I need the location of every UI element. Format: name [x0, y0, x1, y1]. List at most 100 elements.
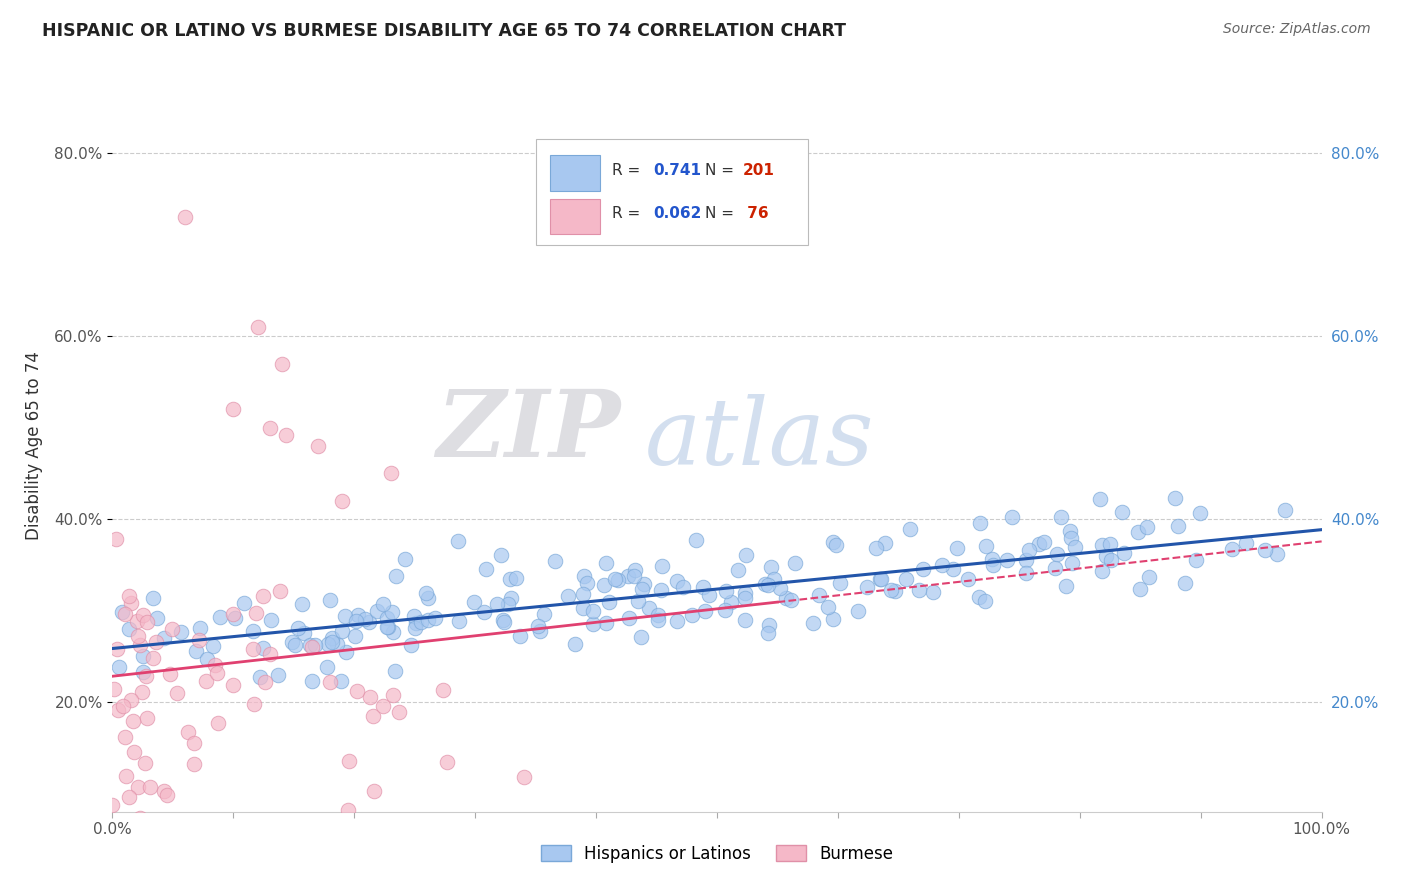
Point	[416, 613, 439, 627]
Point	[666, 614, 689, 628]
Point	[957, 572, 980, 586]
Point	[896, 572, 918, 586]
Point	[111, 699, 134, 714]
Point	[769, 581, 792, 595]
Point	[298, 639, 321, 653]
Point	[617, 611, 640, 625]
Point	[105, 532, 128, 546]
Point	[132, 607, 155, 622]
Point	[1001, 510, 1024, 524]
Point	[801, 615, 824, 630]
Point	[120, 693, 142, 707]
Point	[1137, 569, 1160, 583]
Point	[734, 591, 756, 605]
Point	[756, 577, 779, 591]
Point	[695, 604, 717, 618]
Point	[333, 608, 356, 623]
Text: 76: 76	[742, 206, 769, 221]
Point	[353, 612, 375, 626]
Point	[501, 591, 523, 606]
Point	[491, 549, 513, 563]
Point	[269, 583, 291, 598]
Point	[734, 586, 756, 600]
Point	[1014, 553, 1036, 567]
Point	[630, 630, 652, 644]
Point	[319, 675, 342, 690]
Point	[544, 553, 567, 567]
Point	[382, 688, 405, 702]
Point	[329, 674, 352, 689]
Point	[1236, 536, 1258, 550]
Point	[270, 357, 292, 371]
Point	[330, 624, 353, 638]
Point	[713, 603, 735, 617]
Point	[869, 572, 891, 586]
Point	[245, 607, 267, 621]
Point	[922, 584, 945, 599]
Point	[647, 608, 669, 623]
Text: HISPANIC OR LATINO VS BURMESE DISABILITY AGE 65 TO 74 CORRELATION CHART: HISPANIC OR LATINO VS BURMESE DISABILITY…	[42, 22, 846, 40]
Point	[375, 611, 398, 625]
Point	[107, 703, 129, 717]
Point	[142, 591, 165, 606]
Point	[727, 564, 749, 578]
Point	[103, 818, 125, 832]
Point	[138, 780, 160, 794]
Point	[284, 638, 307, 652]
Point	[1274, 503, 1296, 517]
Point	[384, 664, 406, 678]
Point	[344, 614, 367, 628]
Point	[132, 665, 155, 679]
Text: 0.062: 0.062	[652, 206, 702, 221]
Point	[605, 572, 627, 586]
Point	[825, 538, 848, 552]
Point	[758, 626, 780, 640]
Point	[880, 582, 903, 597]
Point	[907, 582, 929, 597]
Point	[775, 591, 797, 605]
Point	[633, 577, 655, 591]
FancyBboxPatch shape	[536, 139, 807, 244]
Point	[363, 784, 385, 798]
Point	[118, 790, 141, 805]
Point	[142, 651, 165, 665]
Point	[485, 597, 508, 611]
Point	[869, 572, 891, 586]
Point	[129, 638, 152, 652]
Point	[1164, 491, 1187, 506]
Point	[1060, 532, 1083, 546]
Point	[595, 615, 617, 630]
Point	[259, 648, 281, 662]
Point	[1174, 576, 1197, 591]
Point	[377, 620, 399, 634]
Point	[1254, 543, 1277, 558]
Point	[527, 619, 550, 633]
Point	[326, 637, 349, 651]
Point	[1135, 520, 1157, 534]
Point	[1050, 510, 1073, 524]
Point	[252, 641, 274, 656]
Point	[595, 557, 617, 571]
Point	[496, 597, 519, 611]
Point	[759, 560, 782, 574]
Point	[134, 756, 156, 770]
Point	[153, 631, 176, 645]
Point	[359, 690, 381, 704]
Point	[409, 615, 432, 629]
Point	[572, 586, 595, 600]
FancyBboxPatch shape	[550, 199, 600, 234]
Point	[246, 320, 269, 334]
Point	[1129, 582, 1152, 596]
Point	[1090, 492, 1112, 507]
Point	[121, 714, 143, 729]
Point	[388, 705, 411, 719]
Point	[821, 612, 844, 626]
Point	[131, 649, 153, 664]
Point	[304, 638, 326, 652]
Point	[103, 681, 125, 696]
Point	[207, 715, 229, 730]
Point	[129, 811, 152, 825]
Point	[665, 574, 688, 589]
Point	[447, 534, 470, 549]
Point	[222, 678, 245, 692]
